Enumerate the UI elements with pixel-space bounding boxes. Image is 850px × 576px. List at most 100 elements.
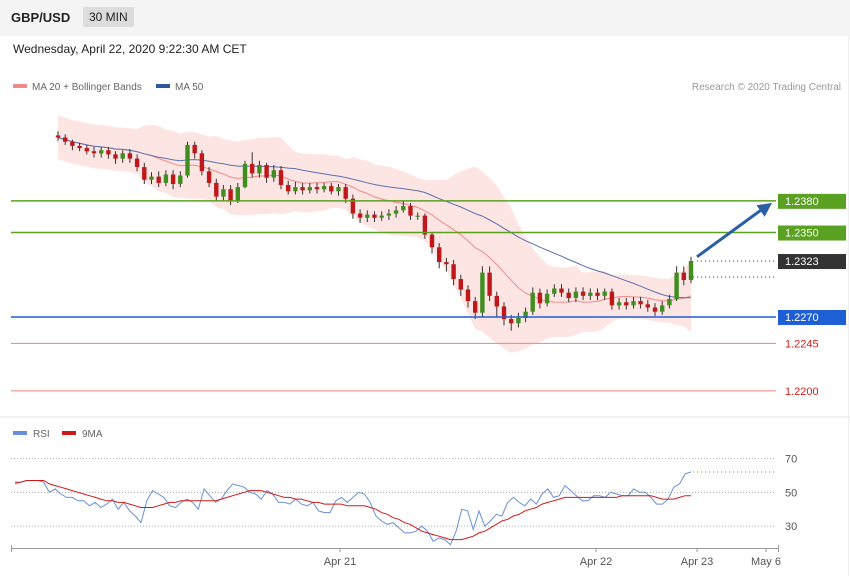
last-price-label: 1.2323 xyxy=(785,256,819,268)
resistance-tag xyxy=(778,193,846,209)
candle-body xyxy=(595,292,600,296)
candle xyxy=(343,184,348,203)
candle-body xyxy=(307,187,312,191)
candle xyxy=(609,288,615,310)
candle xyxy=(199,150,205,176)
candle-body xyxy=(386,213,392,216)
moving-averages xyxy=(57,137,692,303)
price-levels: 1.2380 1.2350 1.2323 1.2270 1.2245 1.2200 xyxy=(11,193,846,398)
candle-body xyxy=(437,247,442,263)
candle xyxy=(99,147,104,158)
candle-body xyxy=(336,187,341,192)
candle-body xyxy=(451,264,456,279)
legend-ma20: MA 20 + Bollinger Bands xyxy=(32,82,142,93)
candle xyxy=(300,182,305,195)
legend-rsi: RSI xyxy=(33,429,50,440)
candle-body xyxy=(429,234,435,248)
candle xyxy=(516,312,521,328)
candle xyxy=(437,243,442,269)
candle-body xyxy=(393,210,399,214)
candle xyxy=(602,288,607,301)
candle-body xyxy=(530,292,535,312)
candle-body xyxy=(674,272,679,299)
candle-body xyxy=(271,170,276,178)
candle-body xyxy=(480,272,485,313)
rsi-tick-label: 30 xyxy=(785,521,797,533)
x-tick-label: Apr 21 xyxy=(324,556,356,568)
candle-body xyxy=(624,302,629,306)
candle-body xyxy=(350,198,356,214)
candle-body xyxy=(300,187,305,191)
candle xyxy=(566,288,571,303)
candle-body xyxy=(329,186,334,192)
symbol-label: GBP/USD xyxy=(11,10,71,25)
candle xyxy=(681,266,686,286)
credit-text: Research © 2020 Trading Central xyxy=(692,82,841,93)
candle-body xyxy=(365,214,370,218)
candle-body xyxy=(631,301,636,306)
candle xyxy=(674,266,679,302)
candle xyxy=(321,182,327,193)
candle-body xyxy=(214,182,219,197)
interval-button[interactable]: 30 MIN xyxy=(83,7,134,27)
candle-body xyxy=(170,174,176,184)
candle xyxy=(134,154,140,172)
candle xyxy=(559,284,564,297)
candle xyxy=(286,180,291,195)
ma20-line xyxy=(57,137,692,303)
candle xyxy=(365,210,370,222)
candle-body xyxy=(465,289,471,302)
candle xyxy=(487,266,492,302)
candle-body xyxy=(178,175,183,184)
candle xyxy=(192,141,197,159)
candle-body xyxy=(566,292,571,298)
candle-body xyxy=(343,187,348,199)
candle xyxy=(120,150,125,163)
candle-body xyxy=(357,213,363,218)
candle xyxy=(278,166,284,190)
candle xyxy=(667,294,672,309)
candle-body xyxy=(458,279,463,290)
candle-body xyxy=(537,292,543,304)
candle-body xyxy=(523,311,528,318)
candle-body xyxy=(415,215,420,217)
candle-body xyxy=(516,318,521,324)
ma50-line xyxy=(57,137,692,299)
candle xyxy=(645,300,650,312)
candle xyxy=(458,274,463,296)
candle xyxy=(178,171,183,188)
candle-body xyxy=(645,304,650,308)
candle-body xyxy=(77,146,82,149)
candle xyxy=(336,184,341,196)
candle-body xyxy=(544,293,550,304)
candle xyxy=(170,170,176,190)
candle-body xyxy=(616,302,622,306)
legend-swatch-ma20 xyxy=(13,84,27,88)
candle-body xyxy=(113,154,118,159)
candle xyxy=(480,266,485,317)
resistance-label: 1.2350 xyxy=(785,228,819,240)
candle-body xyxy=(559,288,564,293)
candle xyxy=(357,209,363,223)
rsi-tick-label: 70 xyxy=(785,454,797,466)
candle xyxy=(293,181,298,195)
candle-body xyxy=(84,148,89,152)
candle xyxy=(214,178,219,201)
candle xyxy=(530,287,535,315)
candle-body xyxy=(372,214,377,218)
candle xyxy=(408,203,413,220)
candle xyxy=(379,211,384,221)
candle-body xyxy=(221,189,226,197)
candle-body xyxy=(192,144,197,154)
rsi-9ma-line xyxy=(15,480,691,541)
candle xyxy=(537,288,543,309)
candle-body xyxy=(638,301,643,305)
candle xyxy=(501,302,507,326)
candle xyxy=(206,167,212,188)
candle-body xyxy=(494,295,499,307)
candle xyxy=(444,257,449,272)
candle xyxy=(221,185,226,201)
candle-body xyxy=(206,171,212,183)
resistance-tag xyxy=(778,225,846,241)
